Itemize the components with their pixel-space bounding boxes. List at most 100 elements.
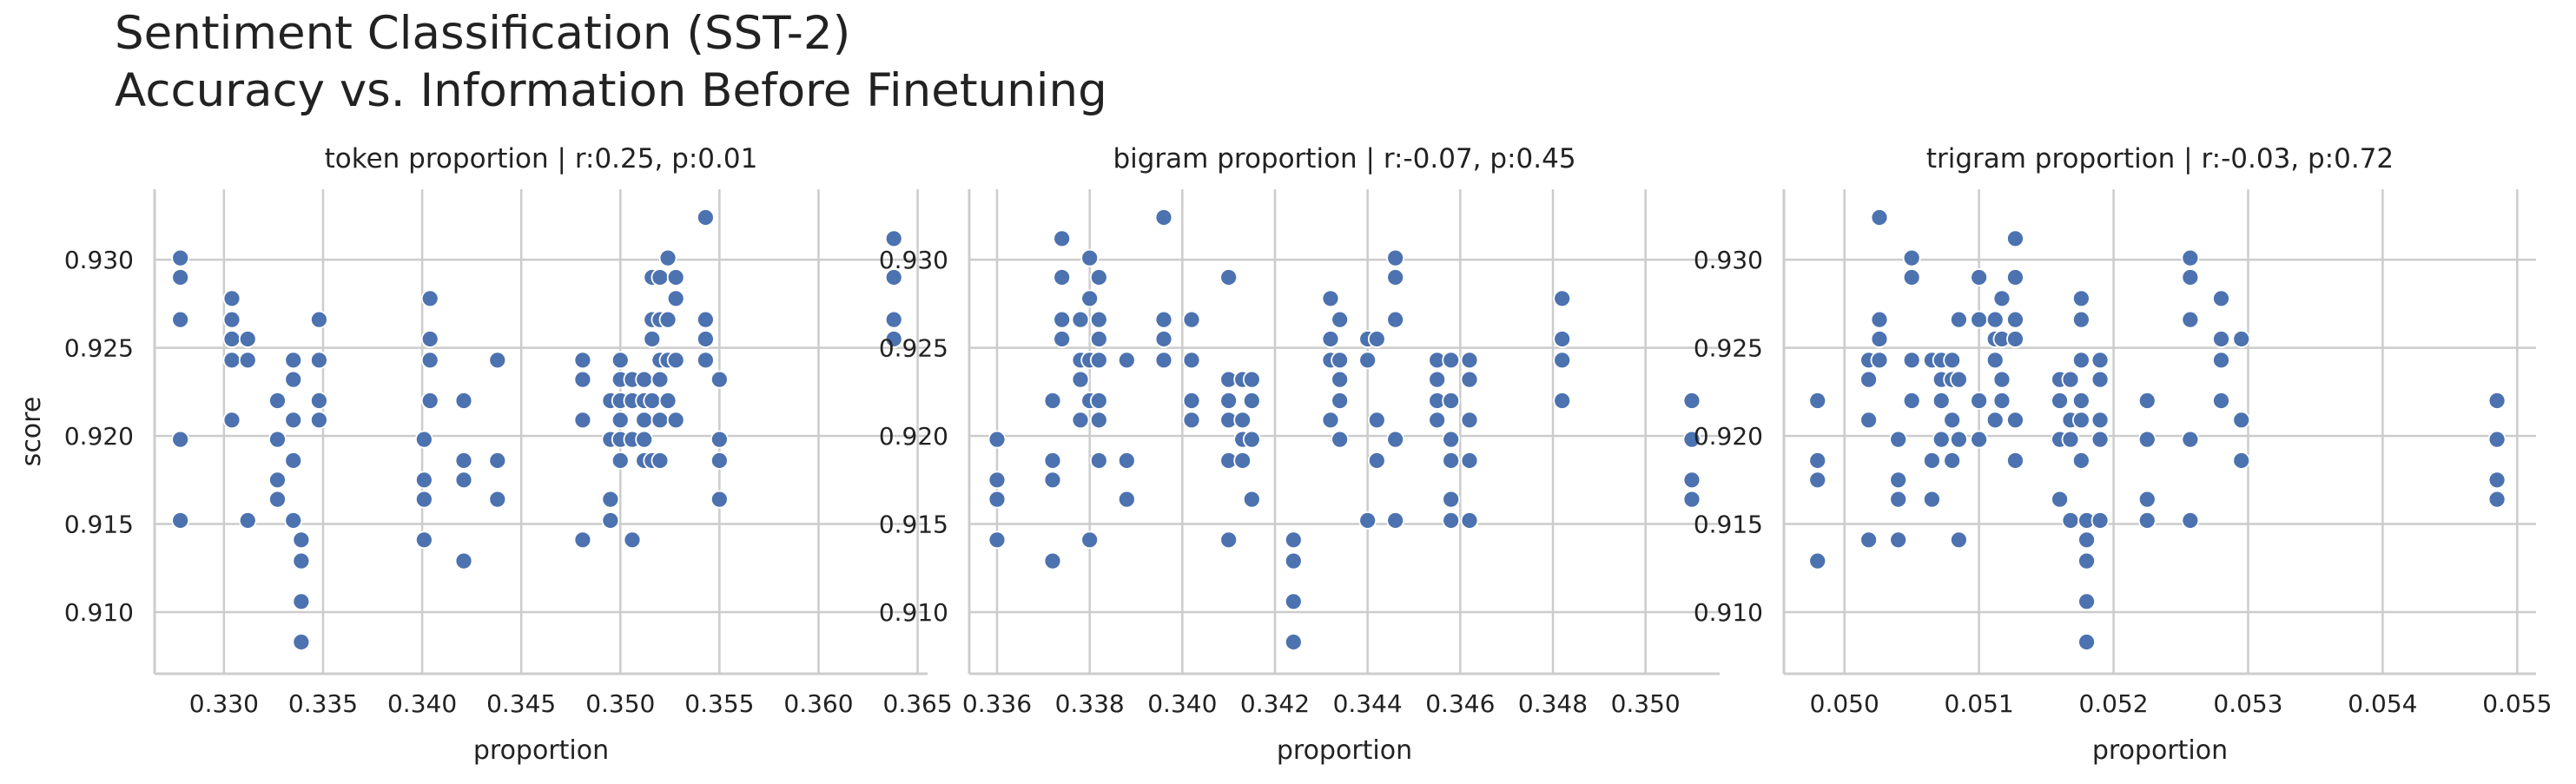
data-point (1992, 370, 2011, 389)
data-point (171, 430, 190, 449)
data-point (1358, 511, 1377, 530)
data-point (1080, 530, 1100, 550)
data-point (1386, 430, 1405, 449)
data-point (2487, 471, 2507, 490)
data-point (1331, 392, 1350, 410)
data-point (1358, 351, 1377, 370)
data-point (2006, 330, 2024, 348)
data-point (1808, 451, 1827, 470)
data-point (268, 430, 287, 449)
data-point (2006, 310, 2024, 329)
data-point (1889, 490, 1908, 509)
data-point (635, 411, 654, 430)
data-point (1053, 310, 1072, 329)
data-point (2212, 330, 2230, 348)
data-point (623, 530, 642, 550)
data-point (1442, 392, 1461, 410)
data-point (1117, 490, 1136, 509)
data-point (651, 411, 670, 430)
data-point (1182, 310, 1201, 329)
data-point (1943, 411, 1962, 430)
x-tick-label: 0.345 (486, 689, 556, 718)
figure-title: Sentiment Classification (SST-2) Accurac… (115, 5, 1107, 120)
data-point (2077, 592, 2096, 611)
data-point (2071, 289, 2091, 308)
data-point (268, 490, 287, 509)
x-tick-label: 0.050 (1810, 689, 1879, 718)
data-point (1182, 392, 1201, 410)
data-point (2091, 511, 2110, 530)
data-point (1859, 530, 1878, 550)
data-point (884, 330, 903, 348)
data-point (1553, 289, 1572, 308)
x-axis-label: proportion (473, 735, 609, 766)
data-point (1460, 351, 1479, 370)
data-point (1985, 351, 2005, 370)
data-point (651, 451, 670, 470)
data-point (2077, 530, 2096, 550)
data-point (488, 351, 507, 370)
data-point (222, 289, 241, 308)
panel-title: bigram proportion | r:-0.07, p:0.45 (1113, 143, 1575, 175)
data-point (2212, 392, 2230, 410)
data-point (1242, 430, 1261, 449)
x-tick-label: 0.055 (2482, 689, 2552, 718)
data-point (1902, 351, 1921, 370)
figure-title-line-2: Accuracy vs. Information Before Finetuni… (115, 64, 1107, 117)
data-point (601, 511, 620, 530)
x-tick-label: 0.336 (962, 689, 1032, 718)
data-point (1553, 330, 1572, 348)
data-point (2137, 511, 2157, 530)
y-tick-label: 0.910 (879, 598, 948, 627)
data-point (1870, 330, 1889, 348)
x-tick-label: 0.052 (2078, 689, 2148, 718)
data-point (1043, 451, 1062, 470)
x-tick-label: 0.051 (1945, 689, 2014, 718)
data-point (697, 351, 715, 370)
data-point (284, 351, 303, 370)
data-point (292, 592, 311, 611)
data-point (1321, 330, 1340, 348)
data-point (1442, 511, 1461, 530)
data-point (2212, 289, 2230, 308)
data-point (2051, 392, 2069, 410)
data-point (573, 370, 592, 389)
data-point (488, 490, 507, 509)
panel-title: trigram proportion | r:-0.03, p:0.72 (1926, 143, 2394, 175)
y-tick-label: 0.925 (64, 334, 134, 363)
data-point (1080, 289, 1100, 308)
data-point (2212, 351, 2230, 370)
data-point (1970, 430, 1989, 449)
data-point (1367, 451, 1386, 470)
data-point (1386, 511, 1405, 530)
data-point (284, 451, 303, 470)
data-point (1089, 392, 1108, 410)
data-point (2181, 511, 2200, 530)
data-point (454, 451, 473, 470)
data-point (284, 511, 303, 530)
y-tick-label: 0.910 (64, 598, 134, 627)
data-point (1985, 411, 2005, 430)
data-point (1932, 392, 1951, 410)
data-point (1154, 208, 1173, 227)
x-tick-label: 0.053 (2213, 689, 2282, 718)
data-point (1682, 430, 1701, 449)
data-point (1117, 351, 1136, 370)
data-point (420, 330, 439, 348)
data-point (1080, 248, 1100, 267)
data-point (1808, 551, 1827, 570)
data-point (987, 471, 1007, 490)
data-point (454, 471, 473, 490)
data-point (635, 370, 654, 389)
data-point (1089, 330, 1108, 348)
data-point (2071, 392, 2091, 410)
data-point (1331, 430, 1350, 449)
data-point (666, 411, 685, 430)
data-points (171, 208, 903, 651)
data-point (697, 208, 715, 227)
x-tick-label: 0.340 (387, 689, 457, 718)
x-tick-label: 0.344 (1333, 689, 1403, 718)
data-point (310, 392, 328, 410)
y-tick-label: 0.915 (879, 511, 948, 539)
data-point (171, 511, 190, 530)
